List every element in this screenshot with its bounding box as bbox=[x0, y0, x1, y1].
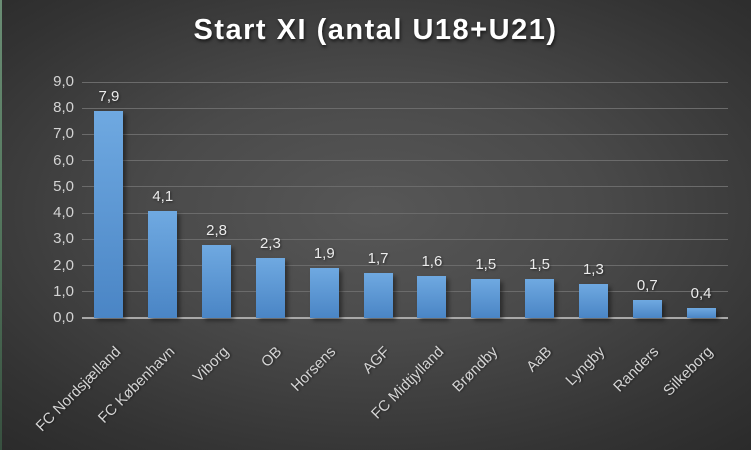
bar bbox=[94, 110, 124, 318]
bar bbox=[363, 273, 393, 318]
bar bbox=[148, 210, 178, 318]
gridline bbox=[82, 291, 728, 293]
bar-value-label: 1,5 bbox=[529, 255, 550, 273]
bar-value-label: 2,8 bbox=[206, 221, 227, 239]
bar-value-label: 0,7 bbox=[636, 276, 658, 294]
x-axis-category-label: FC Nordsjælland bbox=[32, 343, 125, 435]
bar-value-label: 0,4 bbox=[690, 284, 712, 302]
gridline bbox=[82, 133, 728, 135]
y-axis-tick-label: 8,0 bbox=[53, 99, 74, 117]
bar-value-label: 1,5 bbox=[475, 255, 497, 273]
bar bbox=[686, 307, 716, 318]
bar-value-label: 4,1 bbox=[152, 187, 174, 205]
y-axis-tick-label: 6,0 bbox=[53, 151, 74, 169]
gridline bbox=[82, 265, 728, 267]
bar bbox=[578, 283, 608, 318]
bar bbox=[632, 299, 662, 318]
bar-value-label: 2,3 bbox=[259, 234, 281, 252]
bar bbox=[525, 278, 555, 318]
bar bbox=[471, 278, 501, 318]
bar-value-label: 7,9 bbox=[98, 87, 120, 105]
bar-value-label: 1,9 bbox=[313, 245, 335, 263]
y-axis-tick-label: 7,0 bbox=[53, 125, 74, 143]
y-axis-tick-label: 0,0 bbox=[53, 309, 74, 326]
gridline bbox=[82, 238, 728, 240]
bar bbox=[202, 244, 232, 318]
bar-value-label: 1,6 bbox=[421, 253, 443, 271]
left-edge-strip bbox=[0, 0, 2, 450]
gridline bbox=[82, 107, 728, 109]
bar-value-label: 1,7 bbox=[367, 250, 389, 268]
plot-area: 0,0 1,0 2,0 3,0 4,0 5,0 6,0 7,0 8,0 9,0 7,9 FC Nord… bbox=[33, 74, 728, 435]
x-axis-line bbox=[82, 317, 728, 319]
y-axis-tick-label: 3,0 bbox=[53, 230, 74, 248]
bar bbox=[255, 257, 285, 318]
chart-title: Start XI (antal U18+U21) bbox=[193, 14, 558, 46]
y-axis-tick-label: 4,0 bbox=[53, 204, 74, 222]
y-axis-tick-label: 5,0 bbox=[53, 177, 74, 195]
y-axis-tick-label: 9,0 bbox=[53, 73, 74, 90]
y-axis-tick-label: 1,0 bbox=[53, 282, 74, 300]
gridline bbox=[82, 212, 728, 214]
bar-value-label: 1,3 bbox=[582, 260, 604, 278]
y-axis-tick-label: 2,0 bbox=[53, 256, 74, 274]
gridline bbox=[82, 160, 728, 162]
gridline bbox=[82, 81, 728, 83]
gridline bbox=[82, 186, 728, 188]
bar bbox=[309, 268, 339, 318]
bar bbox=[417, 276, 447, 318]
